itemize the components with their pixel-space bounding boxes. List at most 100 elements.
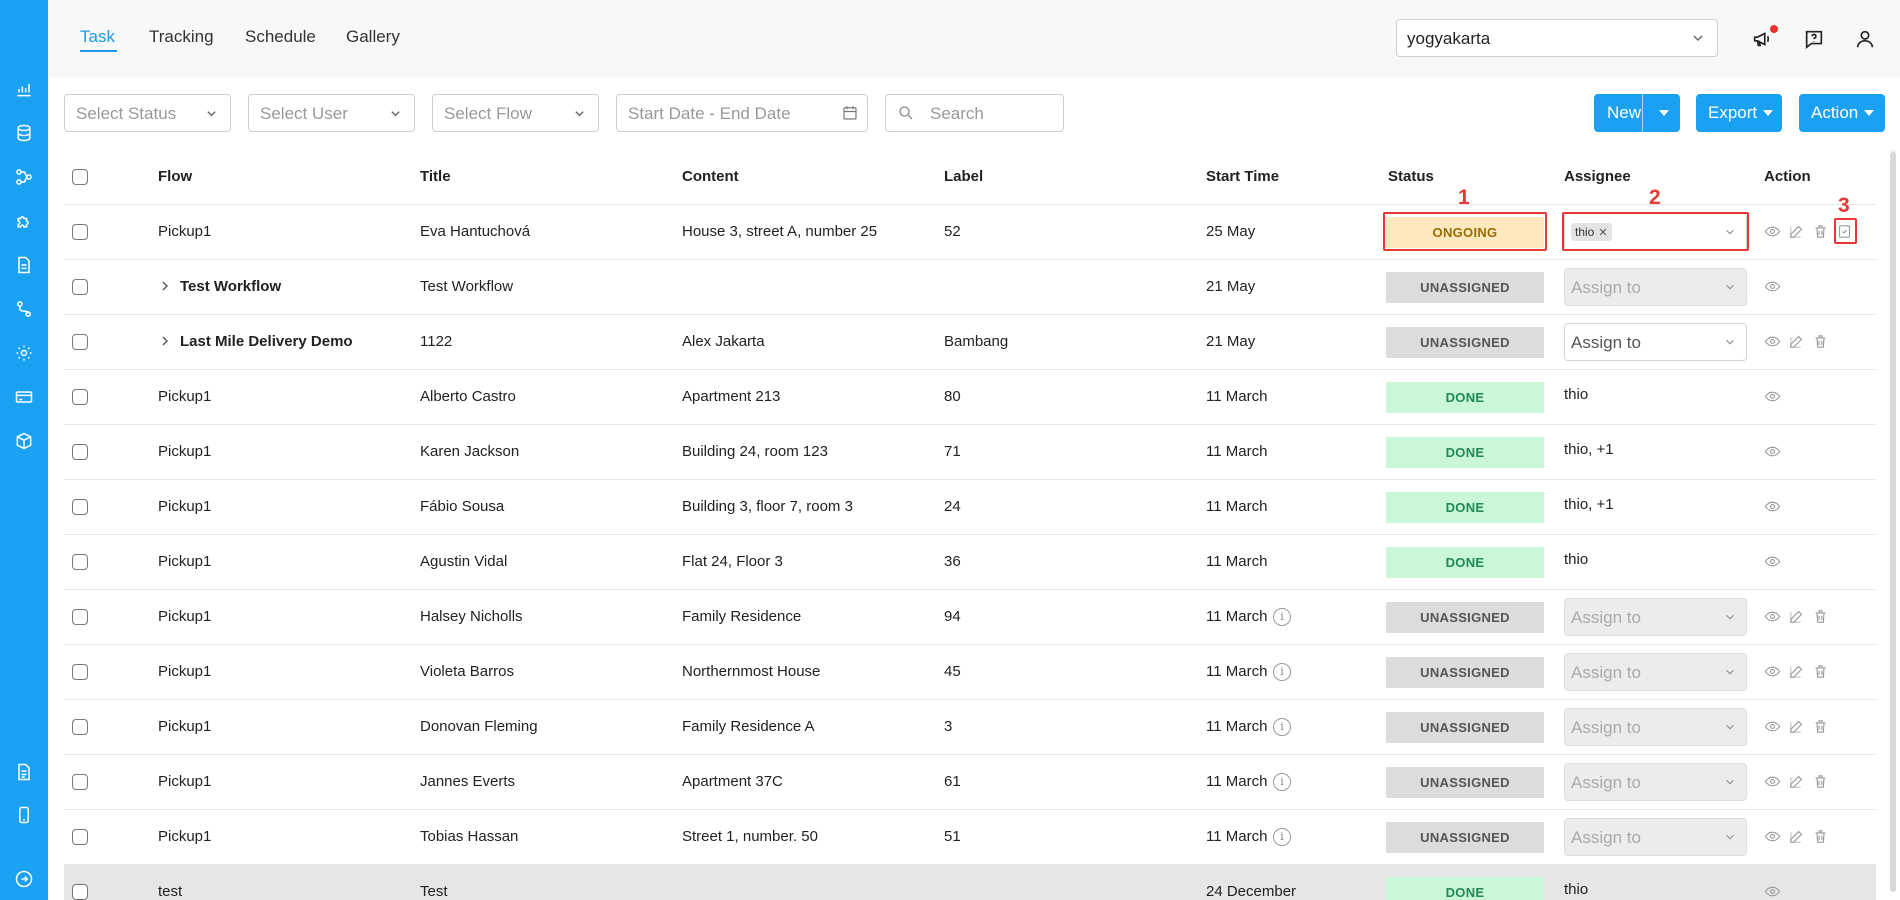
assign-to-select[interactable]: Assign to — [1564, 818, 1747, 856]
tab-gallery[interactable]: Gallery — [346, 27, 400, 46]
export-button[interactable]: Export — [1696, 94, 1782, 132]
info-icon[interactable]: i — [1273, 718, 1291, 736]
billing-icon[interactable] — [12, 385, 36, 409]
assign-to-select[interactable]: Assign to — [1564, 653, 1747, 691]
row-checkbox[interactable] — [72, 719, 88, 735]
assign-to-select[interactable]: Assign to — [1564, 598, 1747, 636]
delete-icon[interactable] — [1812, 608, 1830, 626]
info-icon[interactable]: i — [1273, 608, 1291, 626]
column-header-content[interactable]: Content — [682, 168, 739, 185]
flow-filter[interactable]: Select Flow — [432, 94, 599, 132]
megaphone-icon[interactable] — [1751, 28, 1773, 50]
chevron-right-icon[interactable] — [160, 280, 170, 292]
info-icon[interactable]: i — [1273, 828, 1291, 846]
edit-icon[interactable] — [1788, 333, 1806, 351]
tab-tracking[interactable]: Tracking — [149, 27, 214, 46]
row-checkbox[interactable] — [72, 389, 88, 405]
scrollbar-thumb[interactable] — [1890, 152, 1896, 892]
delete-icon[interactable] — [1812, 828, 1830, 846]
complete-task-icon[interactable] — [1836, 223, 1854, 241]
view-icon[interactable] — [1764, 828, 1782, 846]
row-checkbox[interactable] — [72, 829, 88, 845]
help-chat-icon[interactable] — [1803, 28, 1825, 50]
chevron-right-icon[interactable] — [160, 335, 170, 347]
view-icon[interactable] — [1764, 718, 1782, 736]
table-row[interactable]: Pickup1 Halsey Nicholls Family Residence 94… — [64, 590, 1876, 645]
row-checkbox[interactable] — [72, 664, 88, 680]
delete-icon[interactable] — [1812, 333, 1830, 351]
table-row[interactable]: Pickup1 Eva Hantuchová House 3, street A, … — [64, 205, 1876, 260]
view-icon[interactable] — [1764, 663, 1782, 681]
location-select[interactable]: yogyakarta — [1396, 19, 1718, 57]
package-icon[interactable] — [12, 429, 36, 453]
delete-icon[interactable] — [1812, 663, 1830, 681]
info-icon[interactable]: i — [1273, 773, 1291, 791]
table-row[interactable]: Test Workflow Test Workflow 21 May UNASSIGN… — [64, 260, 1876, 315]
table-row[interactable]: Pickup1 Violeta Barros Northernmost House 4… — [64, 645, 1876, 700]
action-button[interactable]: Action — [1799, 94, 1885, 132]
table-row[interactable]: Pickup1 Donovan Fleming Family Residence A… — [64, 700, 1876, 755]
view-icon[interactable] — [1764, 883, 1782, 900]
column-header-status[interactable]: Status — [1388, 168, 1434, 185]
settings-icon[interactable] — [12, 341, 36, 365]
document-icon[interactable] — [12, 253, 36, 277]
analytics-icon[interactable] — [12, 77, 36, 101]
edit-icon[interactable] — [1788, 718, 1806, 736]
delete-icon[interactable] — [1812, 773, 1830, 791]
edit-icon[interactable] — [1788, 223, 1806, 241]
table-row[interactable]: Last Mile Delivery Demo 1122 Alex Jakarta B… — [64, 315, 1876, 370]
column-header-title[interactable]: Title — [420, 168, 451, 185]
new-dropdown-toggle[interactable] — [1647, 94, 1680, 132]
view-icon[interactable] — [1764, 553, 1782, 571]
assign-to-select[interactable]: Assign to — [1564, 763, 1747, 801]
edit-icon[interactable] — [1788, 828, 1806, 846]
table-row[interactable]: Pickup1 Tobias Hassan Street 1, number. 50… — [64, 810, 1876, 865]
column-header-label[interactable]: Label — [944, 168, 984, 185]
view-icon[interactable] — [1764, 278, 1782, 296]
report-icon[interactable] — [12, 760, 36, 784]
column-header-start-time[interactable]: Start Time — [1206, 168, 1280, 185]
column-header-flow[interactable]: Flow — [158, 168, 193, 185]
view-icon[interactable] — [1764, 608, 1782, 626]
row-checkbox[interactable] — [72, 444, 88, 460]
row-checkbox[interactable] — [72, 884, 88, 900]
assign-to-select[interactable]: Assign to — [1564, 708, 1747, 746]
logout-icon[interactable] — [12, 867, 36, 891]
row-checkbox[interactable] — [72, 554, 88, 570]
delete-icon[interactable] — [1812, 718, 1830, 736]
row-checkbox[interactable] — [72, 774, 88, 790]
table-row[interactable]: Pickup1 Agustin Vidal Flat 24, Floor 3 36 11… — [64, 535, 1876, 590]
view-icon[interactable] — [1764, 388, 1782, 406]
tab-task[interactable]: Task — [80, 27, 115, 46]
edit-icon[interactable] — [1788, 608, 1806, 626]
table-row[interactable]: Pickup1 Jannes Everts Apartment 37C 61 11 Ma… — [64, 755, 1876, 810]
tasks-icon[interactable] — [12, 121, 36, 145]
view-icon[interactable] — [1764, 498, 1782, 516]
edit-icon[interactable] — [1788, 773, 1806, 791]
select-all-checkbox[interactable] — [72, 169, 88, 185]
delete-icon[interactable] — [1812, 223, 1830, 241]
assign-to-select[interactable]: Assign to — [1564, 268, 1747, 306]
view-icon[interactable] — [1764, 443, 1782, 461]
remove-assignee-icon[interactable]: ✕ — [1598, 226, 1608, 239]
date-range-filter[interactable]: Start Date - End Date — [616, 94, 868, 132]
view-icon[interactable] — [1764, 223, 1782, 241]
search-input[interactable]: Search — [885, 94, 1064, 132]
assign-to-select[interactable]: Assign to — [1564, 323, 1747, 361]
mobile-icon[interactable] — [12, 803, 36, 827]
row-checkbox[interactable] — [72, 279, 88, 295]
tab-schedule[interactable]: Schedule — [245, 27, 316, 46]
assignee-select[interactable]: thio ✕ — [1564, 213, 1747, 251]
row-checkbox[interactable] — [72, 609, 88, 625]
row-checkbox[interactable] — [72, 334, 88, 350]
route-icon[interactable] — [12, 297, 36, 321]
row-checkbox[interactable] — [72, 499, 88, 515]
table-row[interactable]: Pickup1 Fábio Sousa Building 3, floor 7, r… — [64, 480, 1876, 535]
row-checkbox[interactable] — [72, 224, 88, 240]
user-filter[interactable]: Select User — [248, 94, 415, 132]
table-row[interactable]: Pickup1 Karen Jackson Building 24, room 12… — [64, 425, 1876, 480]
view-icon[interactable] — [1764, 333, 1782, 351]
table-row[interactable]: test Test 24 December DONE thio — [64, 865, 1876, 900]
info-icon[interactable]: i — [1273, 663, 1291, 681]
status-filter[interactable]: Select Status — [64, 94, 231, 132]
